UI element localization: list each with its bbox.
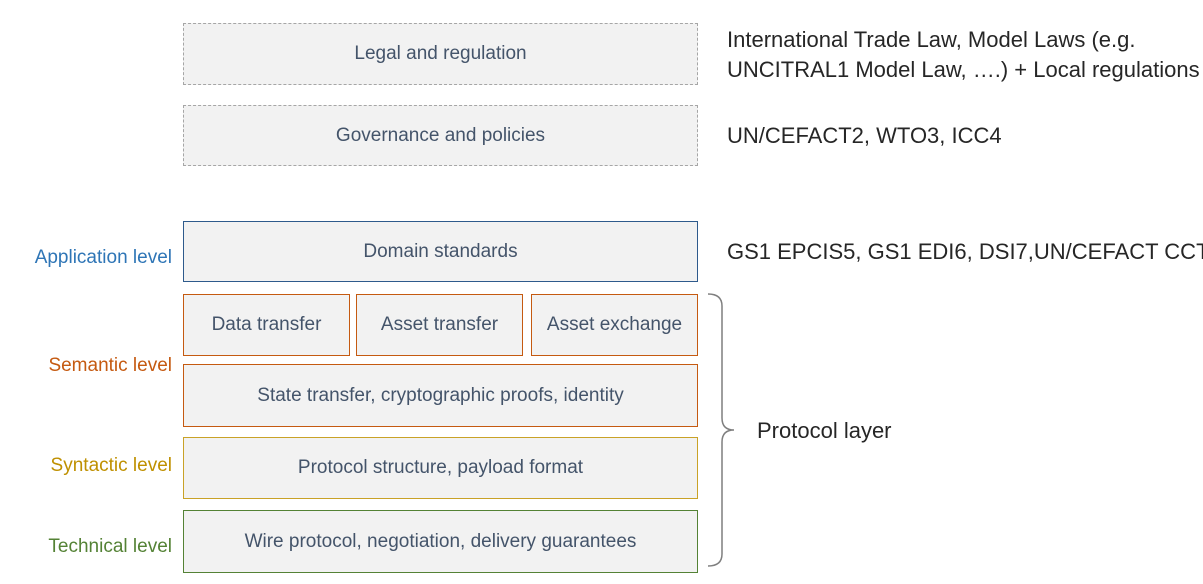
syntactic-level-label: Syntactic level — [50, 455, 172, 476]
protocol-structure-box: Protocol structure, payload format — [183, 437, 698, 499]
legal-regulation-box: Legal and regulation — [183, 23, 698, 85]
wire-protocol-label: Wire protocol, negotiation, delivery gua… — [244, 530, 637, 552]
protocol-layer-label: Protocol layer — [757, 418, 892, 443]
domain-note: GS1 EPCIS5, GS1 EDI6, DSI7,UN/CEFACT CCT… — [727, 239, 1203, 264]
governance-note: UN/CEFACT2, WTO3, ICC4 — [727, 123, 1002, 148]
state-transfer-box: State transfer, cryptographic proofs, id… — [183, 364, 698, 427]
application-level-label: Application level — [34, 247, 172, 268]
domain-standards-label: Domain standards — [363, 240, 518, 262]
legal-note: International Trade Law, Model Laws (e.g… — [727, 25, 1200, 85]
data-transfer-box: Data transfer — [183, 294, 350, 356]
domain-standards-box: Domain standards — [183, 221, 698, 282]
governance-policies-label: Governance and policies — [335, 124, 546, 146]
legal-note-line2: UNCITRAL1 Model Law, ….) + Local regulat… — [727, 57, 1200, 82]
asset-exchange-label: Asset exchange — [546, 314, 683, 335]
wire-protocol-box: Wire protocol, negotiation, delivery gua… — [183, 510, 698, 573]
data-transfer-label: Data transfer — [211, 314, 322, 335]
state-transfer-label: State transfer, cryptographic proofs, id… — [257, 384, 624, 406]
legal-regulation-label: Legal and regulation — [354, 43, 527, 64]
asset-exchange-box: Asset exchange — [531, 294, 698, 356]
semantic-level-label: Semantic level — [48, 355, 172, 376]
governance-policies-box: Governance and policies — [183, 105, 698, 166]
protocol-structure-label: Protocol structure, payload format — [297, 457, 584, 478]
asset-transfer-label: Asset transfer — [380, 314, 499, 335]
protocol-layer-brace — [707, 293, 735, 567]
asset-transfer-box: Asset transfer — [356, 294, 523, 356]
legal-note-line1: International Trade Law, Model Laws (e.g… — [727, 27, 1136, 52]
technical-level-label: Technical level — [48, 536, 172, 557]
